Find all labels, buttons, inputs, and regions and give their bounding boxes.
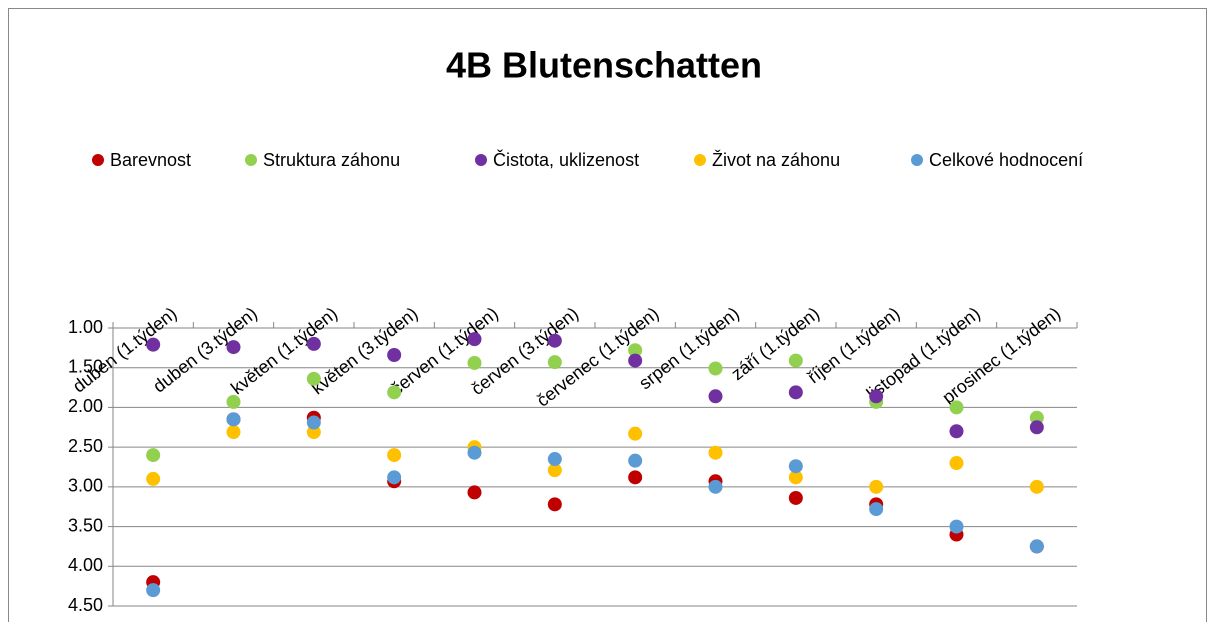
data-point (708, 389, 723, 404)
data-point (387, 470, 402, 485)
data-point (708, 361, 723, 376)
data-point (306, 415, 321, 430)
data-point (467, 355, 482, 370)
data-point (467, 445, 482, 460)
data-point (788, 353, 803, 368)
data-point (146, 583, 161, 598)
data-point (226, 340, 241, 355)
data-point (547, 355, 562, 370)
legend-label: Čistota, uklizenost (493, 149, 639, 170)
data-point (949, 400, 964, 415)
data-point (226, 394, 241, 409)
chart-frame (8, 8, 1207, 622)
data-point (708, 445, 723, 460)
data-point (1029, 539, 1044, 554)
legend-marker (694, 154, 706, 166)
data-point (146, 337, 161, 352)
data-point (869, 479, 884, 494)
data-point (788, 459, 803, 474)
data-point (788, 385, 803, 400)
data-point (1029, 479, 1044, 494)
data-point (628, 453, 643, 468)
data-point (387, 348, 402, 363)
data-point (467, 485, 482, 500)
y-tick-label: 2.50 (68, 436, 103, 456)
data-point (949, 519, 964, 534)
legend-marker (92, 154, 104, 166)
y-tick-label: 4.00 (68, 555, 103, 575)
data-point (788, 490, 803, 505)
data-point (547, 463, 562, 478)
legend-label: Celkové hodnocení (929, 150, 1083, 170)
y-tick-label: 1.00 (68, 317, 103, 337)
data-point (628, 470, 643, 485)
data-point (146, 471, 161, 486)
data-point (1029, 420, 1044, 435)
data-point (869, 502, 884, 517)
data-point (387, 385, 402, 400)
chart-title: 4B Blutenschatten (446, 45, 762, 86)
data-point (949, 456, 964, 471)
y-tick-label: 3.50 (68, 515, 103, 535)
data-point (226, 425, 241, 440)
data-point (467, 332, 482, 347)
legend-label: Barevnost (110, 150, 191, 170)
data-point (387, 448, 402, 463)
legend-label: Život na záhonu (712, 150, 840, 170)
data-point (146, 448, 161, 463)
data-point (547, 497, 562, 512)
legend-marker (245, 154, 257, 166)
y-tick-label: 2.00 (68, 396, 103, 416)
data-point (708, 479, 723, 494)
data-point (788, 470, 803, 485)
legend-marker (475, 154, 487, 166)
data-point (949, 424, 964, 439)
data-point (306, 371, 321, 386)
data-point (547, 452, 562, 467)
data-point (869, 389, 884, 404)
data-point (226, 412, 241, 427)
data-point (628, 353, 643, 368)
data-point (547, 333, 562, 348)
legend-label: Struktura záhonu (263, 150, 400, 170)
legend-marker (911, 154, 923, 166)
y-tick-label: 4.50 (68, 595, 103, 615)
y-tick-label: 3.00 (68, 476, 103, 496)
data-point (628, 426, 643, 441)
y-tick-label: 1.50 (68, 356, 103, 376)
data-point (306, 336, 321, 351)
data-point (628, 343, 643, 358)
